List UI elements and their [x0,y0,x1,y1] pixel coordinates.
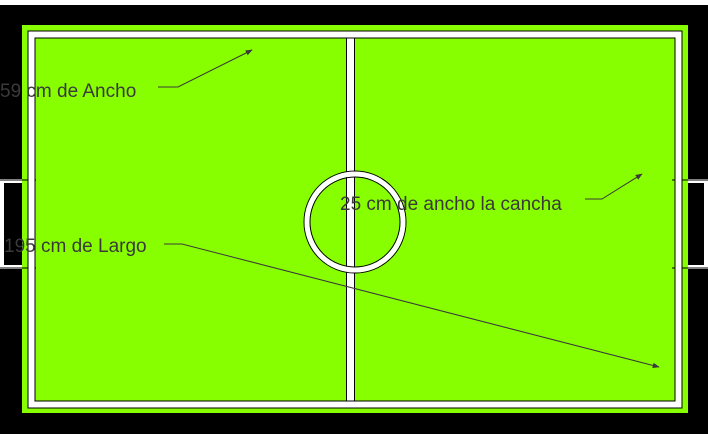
width-label: 59 cm de Ancho [0,81,136,102]
halfway-line [346,37,355,402]
boundary-line [28,31,682,408]
width-arrow [158,49,253,88]
length-arrow [164,243,660,369]
length-label: 195 cm de Largo [4,236,147,257]
boundary-line-outer-edge [27,30,683,409]
center-circle-outer-edge [303,170,407,274]
field-width-arrow [585,173,643,200]
center-circle [304,171,406,273]
field-width-label: 25 cm de ancho la cancha [340,194,562,215]
center-circle-inner-edge [309,176,401,268]
right-goal-inner [686,183,704,265]
left-goal-inner [4,183,22,265]
